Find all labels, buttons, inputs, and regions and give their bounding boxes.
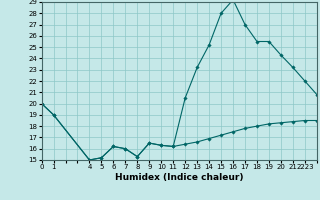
X-axis label: Humidex (Indice chaleur): Humidex (Indice chaleur) <box>115 173 244 182</box>
